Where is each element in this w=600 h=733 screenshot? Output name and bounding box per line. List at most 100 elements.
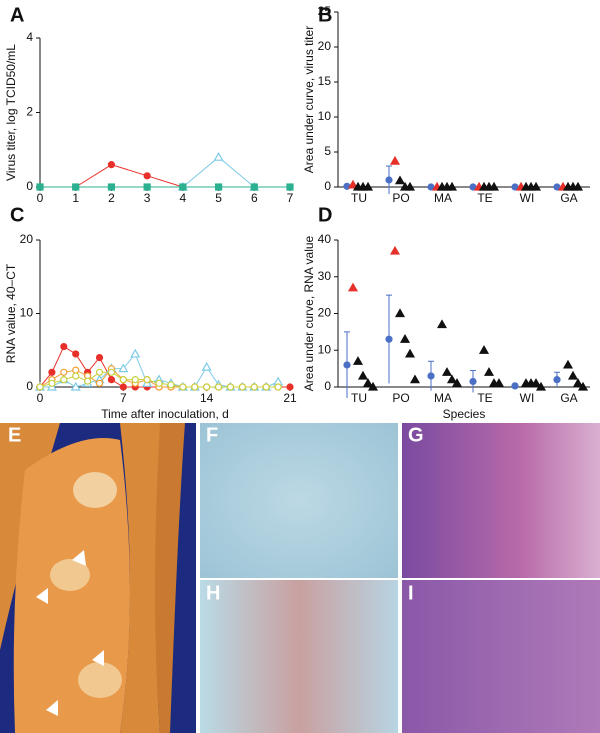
y-axis-label: Virus titer, log TCID50/mL <box>4 44 18 181</box>
point <box>48 368 56 376</box>
x-tick-label: MA <box>434 391 452 405</box>
panel-label: G <box>408 424 424 446</box>
point <box>250 383 258 391</box>
point <box>119 376 127 384</box>
y-axis-label: RNA value, 40–CT <box>4 263 18 363</box>
x-tick-label: TE <box>477 391 492 405</box>
x-tick-label: TU <box>351 191 367 205</box>
point <box>191 383 199 391</box>
point <box>441 367 453 376</box>
photo-f <box>200 423 398 578</box>
y-tick-label: 20 <box>20 232 34 246</box>
y-axis-label: Area under curve, RNA value <box>302 235 316 391</box>
point <box>72 350 80 358</box>
photo-h <box>200 580 398 733</box>
point <box>238 383 246 391</box>
point <box>131 376 139 384</box>
x-tick-label: 7 <box>120 391 127 405</box>
point <box>404 181 416 191</box>
point <box>562 359 574 369</box>
y-tick-label: 20 <box>318 39 332 53</box>
point <box>167 381 175 389</box>
point <box>577 381 589 391</box>
point <box>553 183 561 191</box>
point <box>95 379 104 387</box>
y-tick-label: 10 <box>318 342 332 356</box>
y-tick-label: 20 <box>318 306 332 320</box>
point <box>347 282 359 292</box>
x-tick-label: TE <box>477 191 492 205</box>
x-tick-label: 7 <box>287 191 294 205</box>
x-axis-label: Species <box>443 407 486 421</box>
y-tick-label: 4 <box>26 30 33 44</box>
point <box>70 381 81 391</box>
point <box>119 383 127 391</box>
y-tick-label: 0 <box>324 379 331 393</box>
point <box>36 383 44 391</box>
point <box>179 183 187 191</box>
point <box>107 183 116 191</box>
point <box>530 181 542 191</box>
point <box>469 183 477 191</box>
point <box>130 348 141 358</box>
point <box>385 335 393 343</box>
x-tick-label: 14 <box>200 391 214 405</box>
point <box>367 381 379 391</box>
point <box>48 379 56 387</box>
point <box>385 176 393 184</box>
point <box>262 383 270 391</box>
y-tick-label: 5 <box>324 144 331 158</box>
point <box>201 361 212 371</box>
point <box>107 376 116 384</box>
point <box>95 354 104 362</box>
x-tick-label: MA <box>434 191 452 205</box>
series-line <box>75 164 184 188</box>
point <box>409 374 421 384</box>
point <box>451 378 463 387</box>
x-axis-label: Time after inoculation, d <box>101 407 229 421</box>
point <box>357 370 369 380</box>
x-tick-label: GA <box>560 191 577 205</box>
point <box>143 183 151 191</box>
point <box>469 377 477 386</box>
y-tick-label: 30 <box>318 269 332 283</box>
x-tick-label: 3 <box>144 191 151 205</box>
point <box>572 181 584 191</box>
panel-label: C <box>10 204 24 226</box>
point <box>286 383 294 391</box>
y-tick-label: 0 <box>324 179 331 193</box>
y-tick-label: 10 <box>318 109 332 123</box>
point <box>553 376 561 384</box>
point <box>511 382 519 390</box>
panel-label: D <box>318 204 332 226</box>
point <box>214 183 223 191</box>
y-tick-label: 0 <box>26 179 33 193</box>
panel-label: F <box>206 424 218 446</box>
y-tick-label: 15 <box>318 74 332 88</box>
point <box>511 183 519 191</box>
x-tick-label: TU <box>351 391 367 405</box>
point <box>347 179 359 189</box>
point <box>488 181 500 191</box>
point <box>446 374 458 384</box>
point <box>427 372 435 380</box>
series-line <box>182 156 255 188</box>
point <box>446 181 458 191</box>
point <box>530 378 542 387</box>
point <box>389 245 401 255</box>
point <box>203 383 211 391</box>
point <box>118 363 129 373</box>
point <box>567 370 579 380</box>
point <box>572 378 584 387</box>
point <box>286 183 294 191</box>
point <box>143 376 151 384</box>
point <box>483 367 495 376</box>
point <box>107 161 116 169</box>
y-tick-label: 25 <box>318 4 332 18</box>
point <box>250 183 258 191</box>
x-tick-label: 6 <box>251 191 258 205</box>
x-tick-label: GA <box>560 391 577 405</box>
y-tick-label: 0 <box>26 379 33 393</box>
point <box>213 151 224 161</box>
y-tick-label: 10 <box>20 306 34 320</box>
